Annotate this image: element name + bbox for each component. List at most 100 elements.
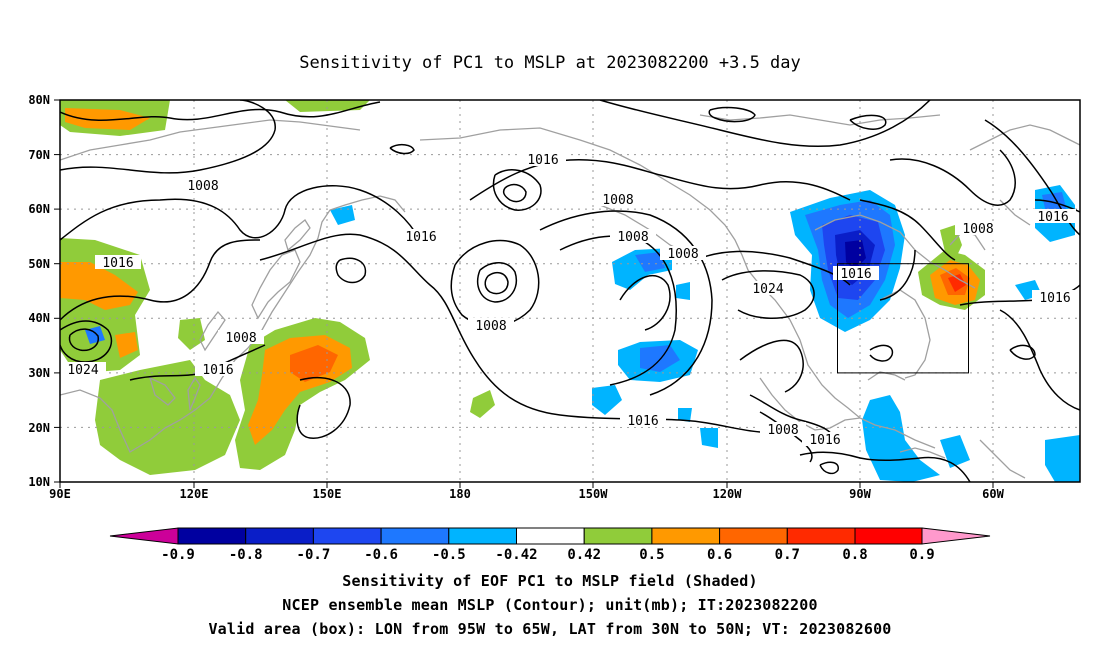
map-title: Sensitivity of PC1 to MSLP at 2023082200… (299, 53, 801, 73)
lon-label: 90W (849, 487, 871, 501)
contour-label: 1008 (760, 422, 806, 438)
lon-label: 120W (713, 487, 743, 501)
contour-label: 1016 (1030, 209, 1076, 225)
svg-text:1008: 1008 (767, 423, 798, 438)
lon-label: 120E (180, 487, 209, 501)
contour-labels: 1008 1016 1016 1008 1016 1024 1016 1008 … (60, 152, 1078, 448)
colorbar-cell (719, 527, 788, 545)
lon-label: 150E (313, 487, 342, 501)
contour-label: 1008 (218, 330, 264, 346)
svg-text:1008: 1008 (667, 247, 698, 262)
shade-green (95, 360, 240, 475)
colorbar-cell (921, 527, 991, 545)
svg-text:1024: 1024 (67, 363, 98, 378)
contour-label: 1008 (180, 178, 226, 194)
lat-label: 50N (28, 257, 50, 271)
svg-text:1008: 1008 (187, 179, 218, 194)
colorbar-tick-label: -0.9 (161, 547, 195, 563)
shade-light-blue (592, 385, 622, 415)
svg-text:1016: 1016 (809, 433, 840, 448)
svg-text:1008: 1008 (617, 230, 648, 245)
colorbar-cell (245, 527, 314, 545)
svg-text:1008: 1008 (602, 193, 633, 208)
shade-orange (115, 332, 138, 358)
colorbar-tick-label: -0.42 (495, 547, 537, 563)
svg-text:1016: 1016 (627, 414, 658, 429)
shade-blue (635, 252, 665, 272)
svg-text:1016: 1016 (202, 363, 233, 378)
shade-light-blue (1045, 435, 1080, 482)
colorbar-tick-label: -0.6 (364, 547, 398, 563)
contour-label: 1008 (595, 192, 641, 208)
svg-text:1016: 1016 (102, 256, 133, 271)
shade-light-blue (676, 282, 690, 300)
map-area: 1008 1016 1016 1008 1016 1024 1016 1008 … (60, 100, 1080, 482)
contour-label: 1008 (660, 246, 706, 262)
svg-text:1008: 1008 (225, 331, 256, 346)
svg-text:1008: 1008 (475, 319, 506, 334)
shade-light-blue (940, 435, 970, 468)
caption-line-2: NCEP ensemble mean MSLP (Contour); unit(… (282, 596, 818, 614)
svg-text:1024: 1024 (752, 282, 783, 297)
colorbar-tick-label: 0.42 (567, 547, 601, 563)
contour-label: 1016 (802, 432, 848, 448)
shade-light-blue (330, 205, 355, 225)
colorbar-tick-label: 0.6 (707, 547, 732, 563)
longitude-axis: 90E 120E 150E 180 150W 120W 90W 60W (49, 482, 1005, 501)
colorbar-tick-label: 0.7 (775, 547, 800, 563)
shade-light-blue (700, 428, 718, 448)
lat-label: 40N (28, 311, 50, 325)
shade-deep-navy (845, 240, 866, 270)
svg-text:1016: 1016 (527, 153, 558, 168)
shaded-sensitivity (60, 100, 1080, 482)
colorbar-cell (448, 527, 517, 545)
contour-label: 1016 (1032, 290, 1078, 306)
contour-label: 1024 (745, 281, 791, 297)
contour-label: 1008 (610, 229, 656, 245)
lat-label: 80N (28, 93, 50, 107)
colorbar-cell (177, 527, 247, 545)
shade-light-blue (862, 395, 940, 482)
svg-text:1016: 1016 (405, 230, 436, 245)
colorbar: -0.9 -0.8 -0.7 -0.6 -0.5 -0.42 0.42 0.5 … (109, 527, 991, 563)
colorbar-tick-label: -0.8 (229, 547, 263, 563)
shade-light-blue (678, 408, 692, 422)
shade-green (470, 390, 495, 418)
svg-text:1016: 1016 (1037, 210, 1068, 225)
valid-area-box (837, 263, 969, 374)
lon-label: 150W (579, 487, 609, 501)
svg-text:1008: 1008 (962, 222, 993, 237)
latitude-axis: 80N 70N 60N 50N 40N 30N 20N 10N (28, 93, 60, 489)
colorbar-cell (854, 527, 923, 545)
lat-label: 20N (28, 421, 50, 435)
contour-label: 1016 (398, 229, 444, 245)
colorbar-cell (380, 527, 450, 545)
map-frame (59, 99, 1081, 483)
lat-label: 30N (28, 366, 50, 380)
colorbar-tick-label: -0.7 (297, 547, 331, 563)
contour-label: 1016 (95, 255, 141, 271)
colorbar-tick-label: -0.5 (432, 547, 466, 563)
contour-label: 1016 (195, 362, 241, 378)
svg-text:1016: 1016 (840, 267, 871, 282)
lat-label: 10N (28, 475, 50, 489)
shade-orange (65, 108, 150, 130)
colorbar-cell (583, 527, 653, 545)
colorbar-tick-label: 0.8 (842, 547, 867, 563)
mslp-contours (60, 100, 1080, 482)
colorbar-tick-label: 0.5 (639, 547, 664, 563)
colorbar-cell (651, 527, 721, 545)
contour-label: 1016 (520, 152, 566, 168)
lon-label: 60W (982, 487, 1004, 501)
caption-line-3: Valid area (box): LON from 95W to 65W, L… (208, 620, 892, 638)
coastlines (60, 114, 1080, 479)
colorbar-cell (516, 527, 585, 545)
contour-label: 1016 (620, 413, 666, 429)
contour-label: 1008 (955, 221, 1001, 237)
contour-label: 1024 (60, 362, 106, 378)
colorbar-cell (786, 527, 856, 545)
colorbar-tick-label: 0.9 (909, 547, 934, 563)
svg-text:1016: 1016 (1039, 291, 1070, 306)
caption-line-1: Sensitivity of EOF PC1 to MSLP field (Sh… (342, 572, 758, 590)
